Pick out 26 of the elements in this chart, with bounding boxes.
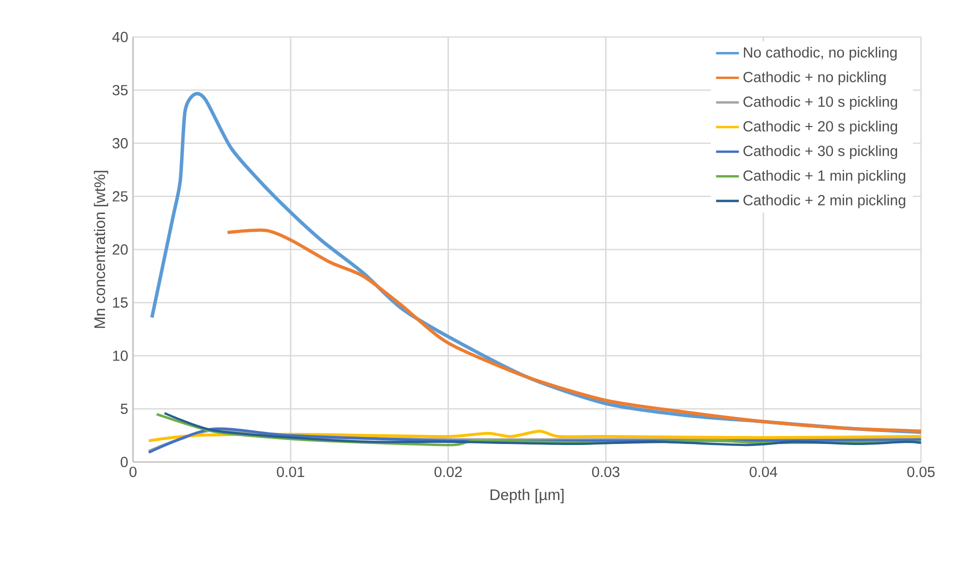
legend-label: Cathodic + no pickling <box>743 71 886 86</box>
y-tick-label: 25 <box>112 191 128 202</box>
y-tick-label: 0 <box>120 456 128 468</box>
y-tick-label: 5 <box>120 404 128 414</box>
y-tick-label: 10 <box>113 350 128 361</box>
legend-label: No cathodic, no pickling <box>744 46 897 60</box>
legend-label: Cathodic + 30 s pickling <box>743 145 898 160</box>
y-tick-label: 35 <box>112 84 128 96</box>
y-tick-label: 30 <box>112 138 128 148</box>
legend-label: Cathodic + 10 s pickling <box>743 96 898 110</box>
legend-label: Cathodic + 1 min pickling <box>743 170 906 184</box>
line-series <box>147 430 922 442</box>
legend-label: Cathodic + 2 min pickling <box>743 194 906 208</box>
y-axis-title: Mn concentration [wt%] <box>94 170 108 328</box>
x-tick-label: 0 <box>129 466 136 478</box>
x-tick-label: 0.02 <box>434 466 462 478</box>
x-tick-label: 0.01 <box>276 466 304 478</box>
legend-label: Cathodic + 20 s pickling <box>743 120 898 134</box>
x-tick-label: 0.04 <box>750 466 778 478</box>
x-tick-label: 0.05 <box>907 466 935 478</box>
y-tick-label: 20 <box>112 244 128 255</box>
y-tick-label: 15 <box>113 298 128 308</box>
line-series <box>226 228 923 433</box>
y-tick-label: 40 <box>112 32 128 42</box>
x-axis-title: Depth [µm] <box>490 488 564 504</box>
x-tick-label: 0.03 <box>592 466 620 478</box>
